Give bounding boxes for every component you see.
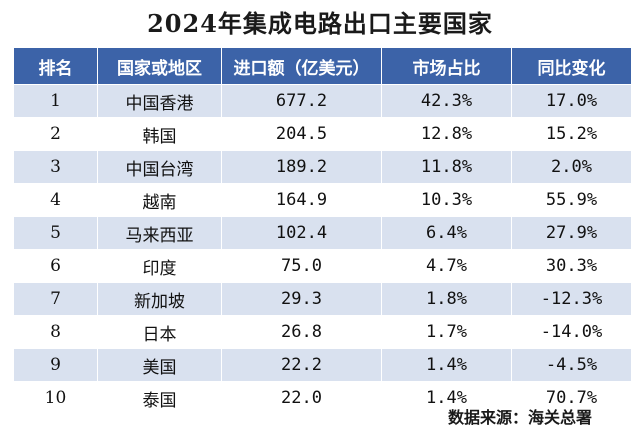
cell-change: -12.3% [511, 282, 632, 316]
cell-share: 1.7% [381, 315, 512, 349]
cell-amount: 29.3 [221, 282, 382, 316]
cell-rank: 4 [13, 183, 98, 217]
cell-amount: 26.8 [221, 315, 382, 349]
cell-amount: 677.2 [221, 84, 382, 118]
cell-change: 30.3% [511, 249, 632, 283]
header-share: 市场占比 [381, 47, 512, 85]
cell-country: 马来西亚 [97, 216, 222, 250]
cell-rank: 10 [13, 381, 98, 415]
cell-share: 6.4% [381, 216, 512, 250]
cell-rank: 2 [13, 117, 98, 151]
table-header-row: 排名 国家或地区 进口额（亿美元） 市场占比 同比变化 [13, 47, 632, 85]
page-title: 2024年集成电路出口主要国家 [147, 9, 493, 38]
cell-amount: 189.2 [221, 150, 382, 184]
header-rank: 排名 [13, 47, 98, 85]
cell-rank: 5 [13, 216, 98, 250]
header-change: 同比变化 [511, 47, 632, 85]
data-table: 排名 国家或地区 进口额（亿美元） 市场占比 同比变化 1 中国香港 677.2 42… [13, 47, 632, 415]
cell-amount: 164.9 [221, 183, 382, 217]
table-row: 9 美国 22.2 1.4% -4.5% [13, 348, 632, 382]
cell-share: 12.8% [381, 117, 512, 151]
cell-share: 1.4% [381, 381, 512, 415]
cell-country: 新加坡 [97, 282, 222, 316]
cell-share: 10.3% [381, 183, 512, 217]
cell-change: -4.5% [511, 348, 632, 382]
cell-amount: 204.5 [221, 117, 382, 151]
table-row: 3 中国台湾 189.2 11.8% 2.0% [13, 150, 632, 184]
cell-share: 42.3% [381, 84, 512, 118]
cell-country: 中国香港 [97, 84, 222, 118]
cell-country: 中国台湾 [97, 150, 222, 184]
cell-amount: 22.0 [221, 381, 382, 415]
cell-share: 11.8% [381, 150, 512, 184]
table-row: 2 韩国 204.5 12.8% 15.2% [13, 117, 632, 151]
cell-country: 印度 [97, 249, 222, 283]
cell-amount: 75.0 [221, 249, 382, 283]
cell-amount: 102.4 [221, 216, 382, 250]
cell-rank: 8 [13, 315, 98, 349]
table-row: 1 中国香港 677.2 42.3% 17.0% [13, 84, 632, 118]
table-row: 7 新加坡 29.3 1.8% -12.3% [13, 282, 632, 316]
cell-rank: 6 [13, 249, 98, 283]
cell-share: 1.8% [381, 282, 512, 316]
cell-change: 55.9% [511, 183, 632, 217]
cell-country: 韩国 [97, 117, 222, 151]
cell-change: 2.0% [511, 150, 632, 184]
table-row: 10 泰国 22.0 1.4% 70.7% [13, 381, 632, 415]
cell-change: 27.9% [511, 216, 632, 250]
cell-change: -14.0% [511, 315, 632, 349]
cell-rank: 1 [13, 84, 98, 118]
table-row: 8 日本 26.8 1.7% -14.0% [13, 315, 632, 349]
cell-change: 17.0% [511, 84, 632, 118]
table-row: 4 越南 164.9 10.3% 55.9% [13, 183, 632, 217]
cell-share: 1.4% [381, 348, 512, 382]
cell-rank: 3 [13, 150, 98, 184]
header-country: 国家或地区 [97, 47, 222, 85]
cell-change: 70.7% [511, 381, 632, 415]
cell-rank: 7 [13, 282, 98, 316]
cell-amount: 22.2 [221, 348, 382, 382]
cell-country: 日本 [97, 315, 222, 349]
cell-country: 美国 [97, 348, 222, 382]
cell-share: 4.7% [381, 249, 512, 283]
cell-country: 越南 [97, 183, 222, 217]
table-row: 5 马来西亚 102.4 6.4% 27.9% [13, 216, 632, 250]
cell-change: 15.2% [511, 117, 632, 151]
cell-country: 泰国 [97, 381, 222, 415]
cell-rank: 9 [13, 348, 98, 382]
header-amount: 进口额（亿美元） [221, 47, 382, 85]
table-row: 6 印度 75.0 4.7% 30.3% [13, 249, 632, 283]
data-source: 数据来源：海关总署 [447, 408, 592, 427]
